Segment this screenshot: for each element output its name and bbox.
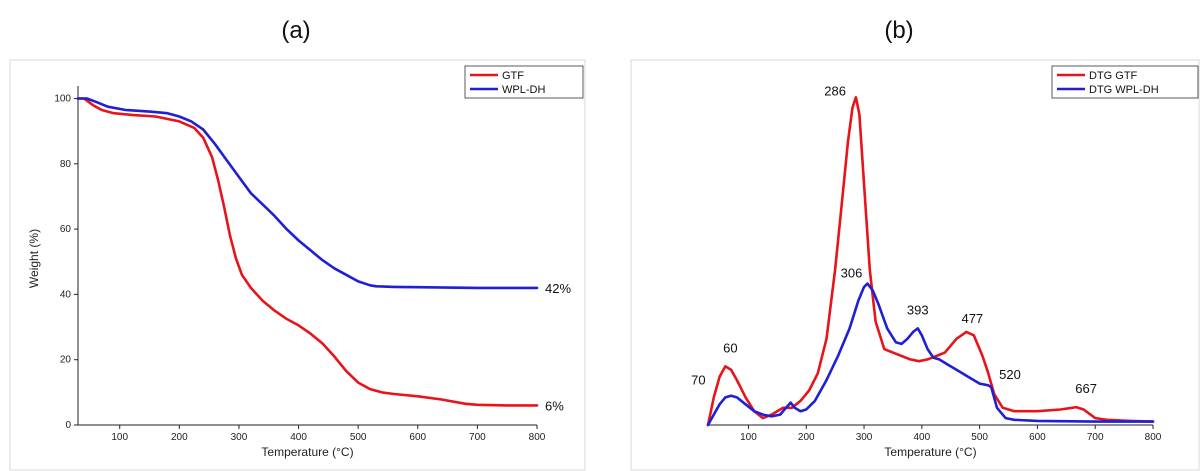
x-tick-label: 100 <box>740 432 757 443</box>
x-tick-label: 400 <box>913 432 930 443</box>
x-tick-label: 300 <box>856 432 873 443</box>
y-tick-label: 20 <box>60 355 72 366</box>
dtg-chart: 100 200 300 400 500 600 700 800 Temperature (°C)… <box>691 65 1199 459</box>
x-tick-label: 600 <box>409 432 426 443</box>
panel-a-frame <box>9 59 586 471</box>
y-tick-label: 80 <box>60 159 72 170</box>
legend-entry: WPL-DH <box>502 84 545 96</box>
x-tick-label: 600 <box>1029 432 1046 443</box>
series-line-dtg-wpl-dh <box>706 282 1155 427</box>
panel-a-label: (a) <box>281 17 310 44</box>
legend-entry: DTG GTF <box>1089 70 1138 82</box>
y-tick-label: 100 <box>54 94 71 105</box>
panel-b-label: (b) <box>884 17 913 44</box>
legend-box <box>1051 65 1199 99</box>
x-tick-label: 800 <box>529 432 546 443</box>
weight-chart: 100 200 300 400 500 600 700 800 0 20 40 60 80 100 Temp… <box>27 65 584 459</box>
data-label: 306 <box>841 266 863 281</box>
x-tick-label: 700 <box>469 432 486 443</box>
data-label: 667 <box>1075 381 1097 396</box>
x-tick-label: 400 <box>290 432 307 443</box>
legend-box <box>464 65 584 99</box>
y-tick-label: 0 <box>65 420 71 431</box>
series-line-dtg-gtf <box>706 96 1155 427</box>
x-tick-label: 500 <box>350 432 367 443</box>
x-tick-label: 200 <box>171 432 188 443</box>
y-tick-label: 60 <box>60 224 72 235</box>
x-axis-title: Temperature (°C) <box>884 445 976 459</box>
legend-entry: GTF <box>502 70 524 82</box>
data-label: 477 <box>961 311 983 326</box>
series-line-gtf <box>76 97 539 407</box>
y-axis-title: Weight (%) <box>27 229 41 288</box>
data-label: 42% <box>545 281 571 296</box>
series-line-wpl-dh <box>76 97 539 290</box>
data-label: 520 <box>999 367 1021 382</box>
x-tick-label: 500 <box>971 432 988 443</box>
data-label: 393 <box>907 302 929 317</box>
data-label: 286 <box>824 83 846 98</box>
x-tick-label: 100 <box>111 432 128 443</box>
x-tick-label: 700 <box>1087 432 1104 443</box>
legend-entry: DTG WPL-DH <box>1089 84 1159 96</box>
x-tick-label: 200 <box>798 432 815 443</box>
panel-b-frame <box>630 59 1200 471</box>
data-label: 60 <box>723 340 737 355</box>
x-tick-label: 800 <box>1145 432 1162 443</box>
x-tick-label: 300 <box>231 432 248 443</box>
y-tick-label: 40 <box>60 289 72 300</box>
data-label: 6% <box>545 398 564 413</box>
data-label: 70 <box>691 373 705 388</box>
x-axis-title: Temperature (°C) <box>261 445 353 459</box>
